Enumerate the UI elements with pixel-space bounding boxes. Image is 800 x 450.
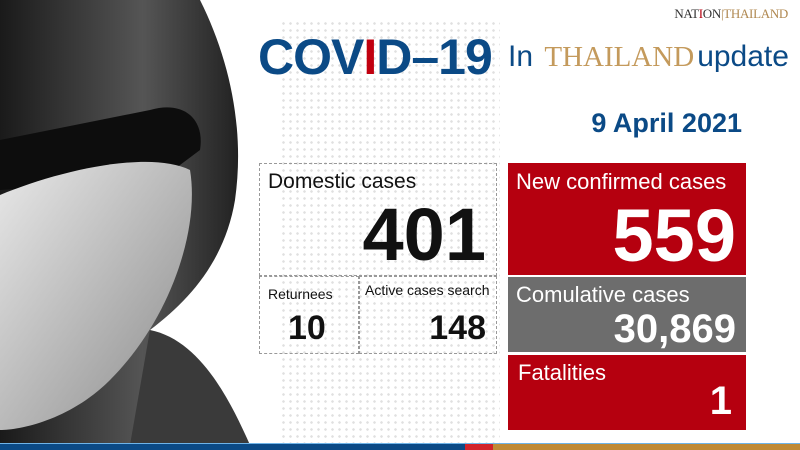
domestic-label: Domestic cases <box>268 170 417 193</box>
footer-bar-red <box>465 444 493 450</box>
subtitle: In THAILAND update <box>508 40 789 74</box>
domestic-value: 401 <box>362 193 486 276</box>
cumulative-box: Comulative cases 30,869 <box>508 277 746 352</box>
subtitle-update: update <box>697 40 789 73</box>
domestic-cases-box: Domestic cases 401 <box>259 163 497 276</box>
footer-bar-gold <box>493 444 800 450</box>
date: 9 April 2021 <box>591 108 742 138</box>
new-confirmed-box: New confirmed cases 559 <box>508 163 746 277</box>
returnees-value: 10 <box>288 309 326 347</box>
cumulative-value: 30,869 <box>613 307 736 351</box>
title-red-letter: I <box>363 29 377 85</box>
new-confirmed-value: 559 <box>612 194 736 277</box>
active-search-value: 148 <box>429 309 486 347</box>
returnees-label: Returnees <box>268 286 333 302</box>
page-title: COVID–19 <box>258 28 493 86</box>
new-confirmed-label: New confirmed cases <box>516 169 727 194</box>
title-part2: D–19 <box>376 29 493 85</box>
cumulative-label: Comulative cases <box>516 282 690 307</box>
active-search-box: Active cases search 148 <box>359 276 497 354</box>
nation-thailand-logo: NATION|THAILAND <box>674 6 788 21</box>
subtitle-country: THAILAND <box>544 41 695 73</box>
masked-face-image <box>0 0 250 445</box>
subtitle-in: In <box>508 40 534 73</box>
footer-accent-line <box>0 443 800 444</box>
title-part1: COV <box>258 29 364 85</box>
fatalities-value: 1 <box>709 379 732 423</box>
footer-color-bar <box>0 444 800 450</box>
active-search-label: Active cases search <box>365 282 490 298</box>
thailand-map-dots <box>280 20 500 450</box>
fatalities-box: Fatalities 1 <box>508 355 746 430</box>
footer-bar-blue <box>0 444 465 450</box>
returnees-box: Returnees 10 <box>259 276 359 354</box>
fatalities-label: Fatalities <box>518 360 607 385</box>
